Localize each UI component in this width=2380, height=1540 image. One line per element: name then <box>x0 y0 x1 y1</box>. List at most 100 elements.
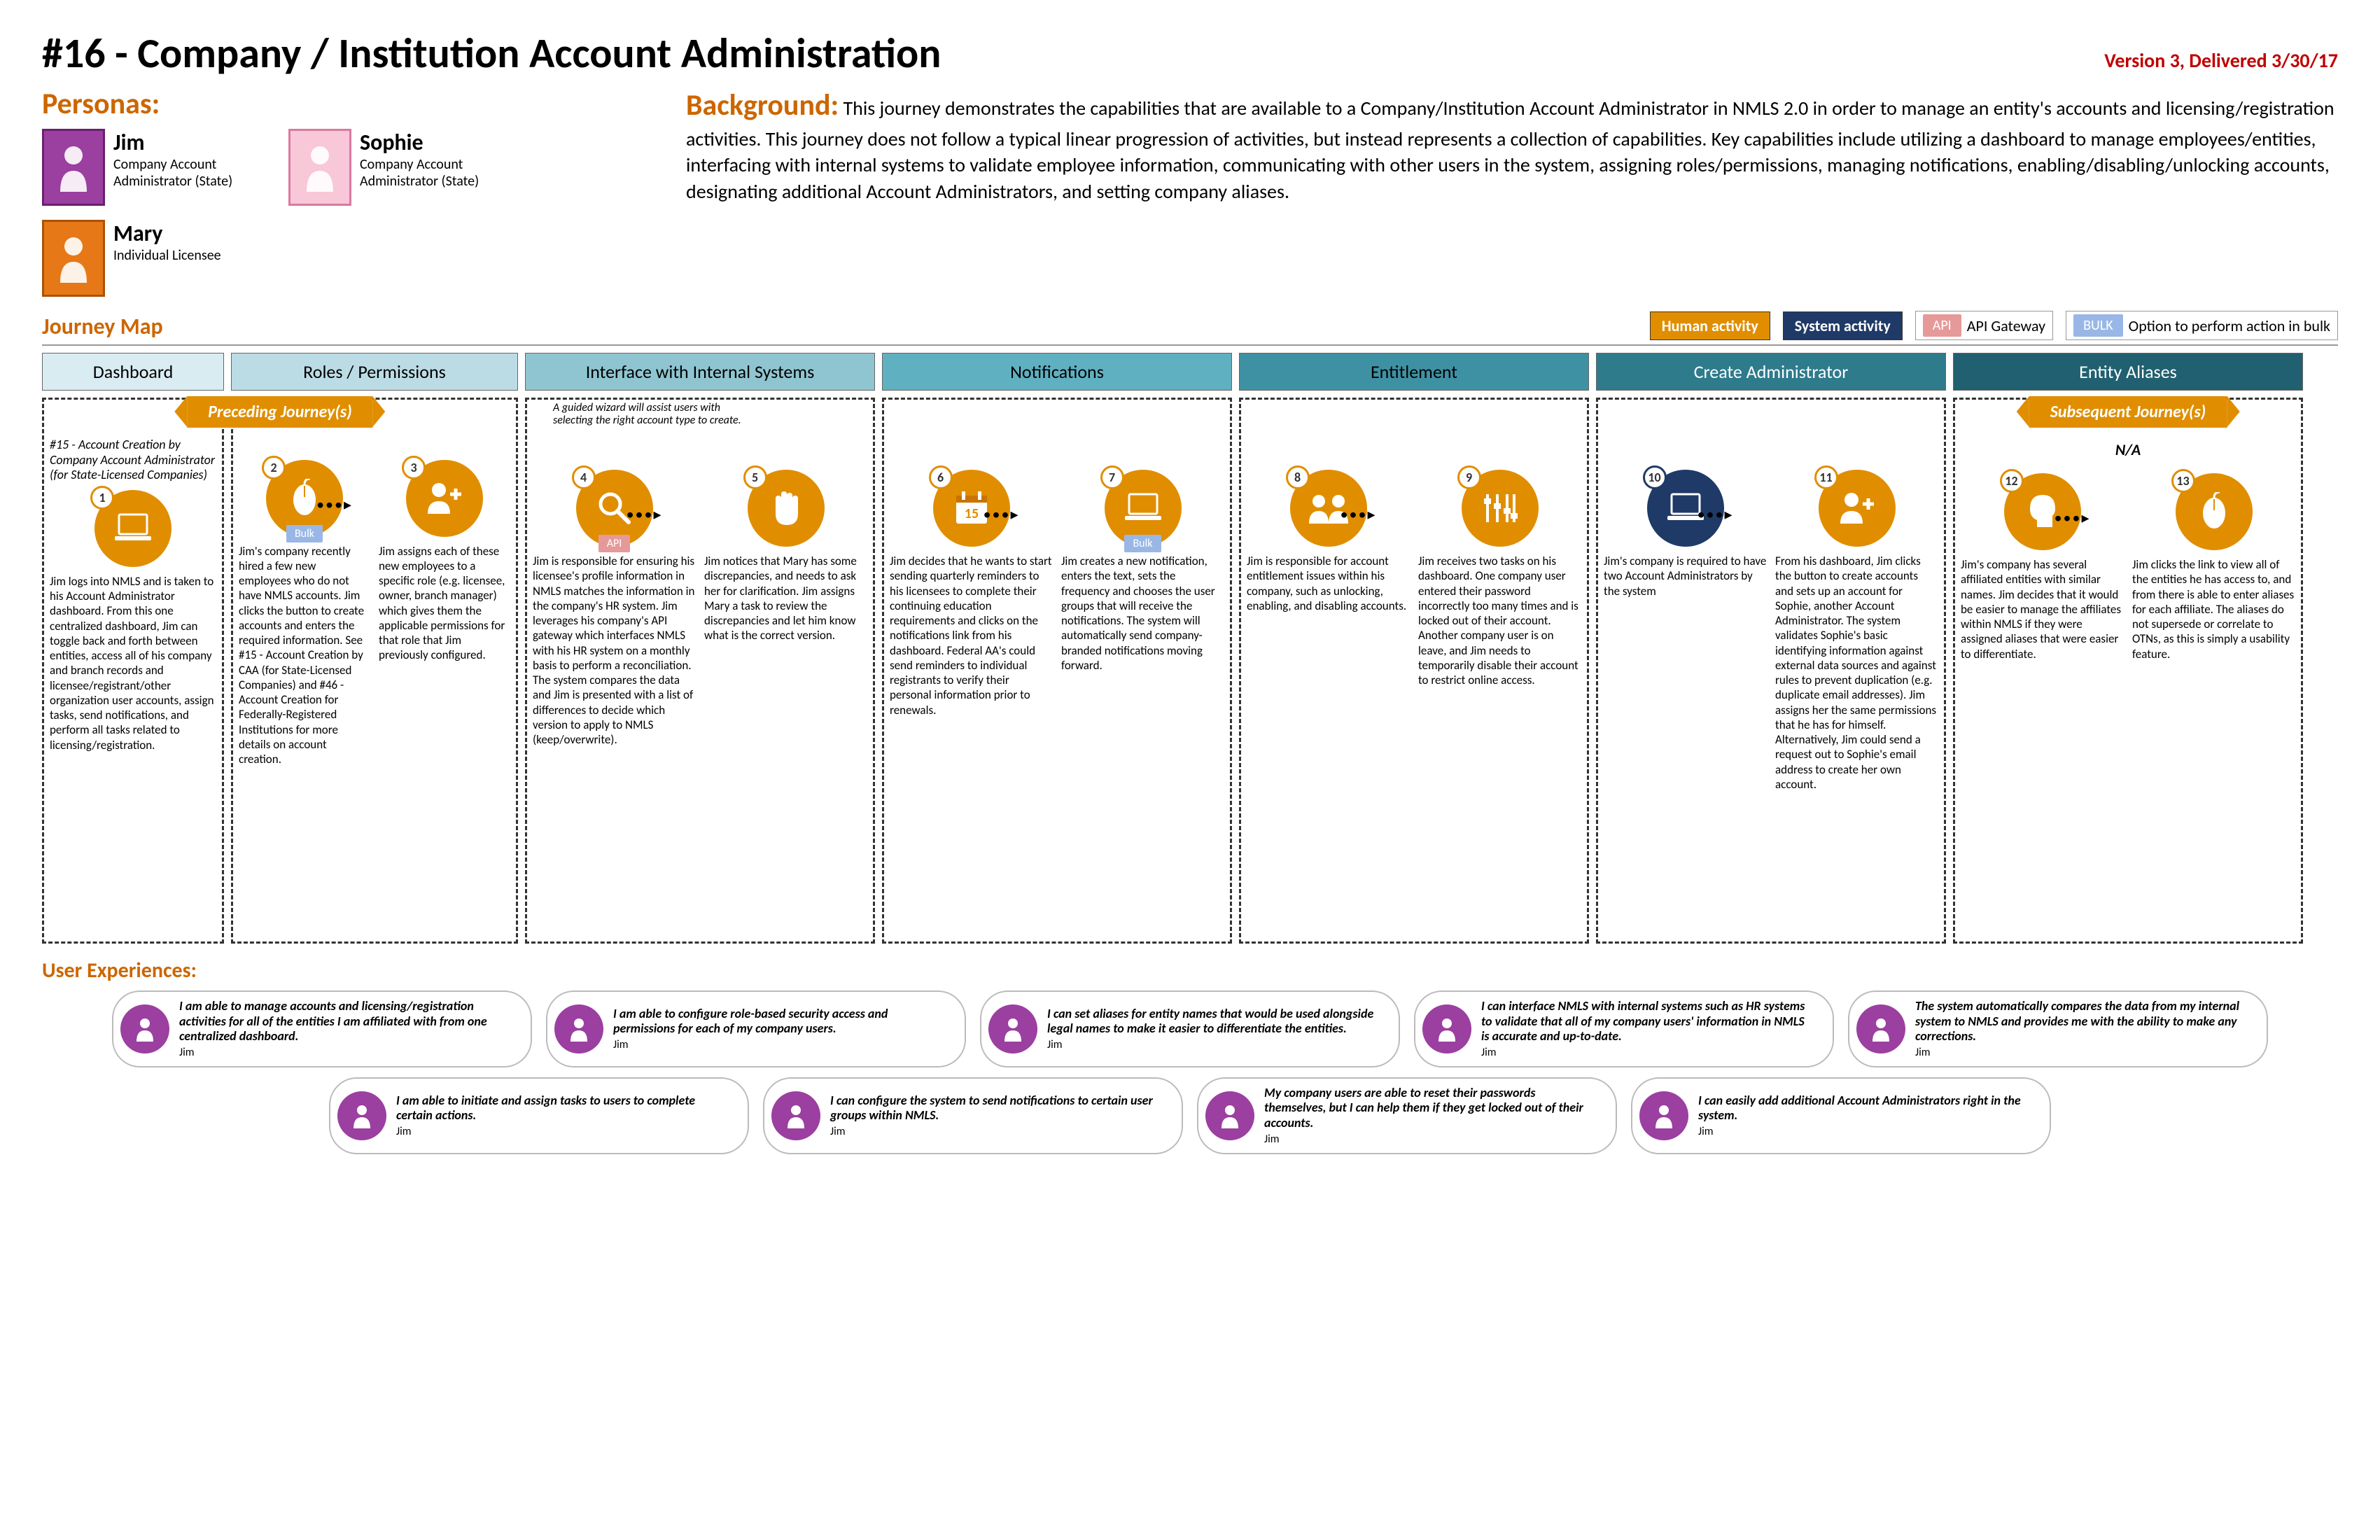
step-circle: 8 •••▸ <box>1290 470 1367 547</box>
step-text: Jim's company has several affiliated ent… <box>1961 557 2124 662</box>
ux-text: I am able to initiate and assign tasks t… <box>396 1093 729 1124</box>
step-badge: Bulk <box>286 525 323 542</box>
journey-step: 6 15 •••▸ Jim decides that he wants to s… <box>890 470 1053 718</box>
mouse-icon <box>2199 492 2230 531</box>
page-title: #16 - Company / Institution Account Admi… <box>42 28 941 79</box>
legend: Human activity System activity API API G… <box>1650 311 2338 340</box>
journey-step: 11 From his dashboard, Jim clicks the bu… <box>1775 470 1938 792</box>
step-circle: 3 <box>406 460 483 537</box>
column-header: Roles / Permissions <box>231 353 518 391</box>
step-text: From his dashboard, Jim clicks the butto… <box>1775 554 1938 792</box>
connector-dots: •••▸ <box>983 505 1020 524</box>
step-circle: 12 •••▸ <box>2004 473 2081 550</box>
step-circle: 4 API•••▸ <box>576 470 653 547</box>
journey-step: 4 API•••▸ Jim is responsible for ensurin… <box>533 470 696 747</box>
ux-heading: User Experiences: <box>42 958 2338 983</box>
persona: Jim Company Account Administrator (State… <box>42 129 267 206</box>
journey-step: 12 •••▸ Jim's company has several affili… <box>1961 473 2124 662</box>
persona: Sophie Company Account Administrator (St… <box>288 129 514 206</box>
step-text: Jim receives two tasks on his dashboard.… <box>1418 554 1581 687</box>
journey-step: 13 Jim clicks the link to view all of th… <box>2132 473 2295 662</box>
userplus-icon <box>1836 489 1878 528</box>
ux-bubble: I can configure the system to send notif… <box>763 1077 1183 1154</box>
persona-name: Sophie <box>360 129 514 156</box>
journey-step: 8 •••▸ Jim is responsible for account en… <box>1247 470 1410 613</box>
ux-text: My company users are able to reset their… <box>1264 1086 1597 1131</box>
personas-heading: Personas: <box>42 86 658 122</box>
laptop-icon <box>1122 491 1164 526</box>
step-text: Jim creates a new notification, enters t… <box>1061 554 1224 673</box>
step-circle: 10 •••▸ <box>1647 470 1724 547</box>
ux-persona-name: Jim <box>1915 1046 2248 1059</box>
column-header: Notifications <box>882 353 1232 391</box>
persona-role: Individual Licensee <box>113 247 221 264</box>
step-text: Jim clicks the link to view all of the e… <box>2132 557 2295 662</box>
ux-text: I am able to manage accounts and licensi… <box>179 999 512 1044</box>
ux-persona-name: Jim <box>1481 1046 1814 1059</box>
ux-persona-name: Jim <box>1047 1038 1380 1051</box>
connector-dots: •••▸ <box>2054 508 2091 527</box>
ux-persona-name: Jim <box>396 1125 729 1138</box>
step-number: 9 <box>1457 465 1481 489</box>
persona-name: Jim <box>113 129 267 156</box>
journey-step: 3 Jim assigns each of these new employee… <box>379 460 510 663</box>
ux-text: I can configure the system to send notif… <box>830 1093 1163 1124</box>
persona-avatar <box>42 220 105 297</box>
step-text: Jim's company recently hired a few new e… <box>239 544 370 767</box>
step-text: Jim is responsible for account entitleme… <box>1247 554 1410 613</box>
step-circle: 5 <box>748 470 825 547</box>
background-heading: Background: <box>686 88 839 123</box>
step-badge: Bulk <box>1124 535 1161 552</box>
step-number: 5 <box>743 465 767 489</box>
step-number: 12 <box>2000 469 2024 493</box>
ux-bubble: I am able to configure role-based securi… <box>546 990 966 1068</box>
ux-bubble: The system automatically compares the da… <box>1848 990 2268 1068</box>
journey-column: 2 Bulk•••▸ Jim's company recently hired … <box>231 398 518 944</box>
step-badge: API <box>598 535 631 552</box>
persona-avatar <box>288 129 351 206</box>
ux-text: I can set aliases for entity names that … <box>1047 1007 1380 1037</box>
preceding-banner: Preceding Journey(s) <box>187 396 372 428</box>
ux-avatar <box>120 1004 169 1054</box>
ux-persona-name: Jim <box>613 1038 946 1051</box>
persona-role: Company Account Administrator (State) <box>360 156 514 190</box>
ux-persona-name: Jim <box>1698 1125 2031 1138</box>
laptop-icon <box>112 511 154 546</box>
legend-bulk: BULK Option to perform action in bulk <box>2066 311 2338 340</box>
column-header: Interface with Internal Systems <box>525 353 875 391</box>
journey-step: 10 •••▸ Jim's company is required to hav… <box>1604 470 1767 598</box>
ux-persona-name: Jim <box>1264 1133 1597 1146</box>
journey-column: 6 15 •••▸ Jim decides that he wants to s… <box>882 398 1232 944</box>
step-circle: 1 <box>94 490 172 567</box>
ux-avatar <box>1205 1091 1254 1140</box>
subsequent-note: N/A <box>1961 440 2295 459</box>
sliders-icon <box>1480 490 1520 526</box>
ux-avatar <box>554 1004 603 1054</box>
journey-step: 2 Bulk•••▸ Jim's company recently hired … <box>239 460 370 767</box>
ux-avatar <box>1422 1004 1471 1054</box>
ux-bubble: My company users are able to reset their… <box>1197 1077 1617 1154</box>
step-text: Jim decides that he wants to start sendi… <box>890 554 1053 718</box>
persona: Mary Individual Licensee <box>42 220 221 297</box>
step-text: Jim is responsible for ensuring his lice… <box>533 554 696 747</box>
step-text: Jim's company is required to have two Ac… <box>1604 554 1767 598</box>
step-number: 13 <box>2171 469 2195 493</box>
step-number: 6 <box>929 465 953 489</box>
journey-column: 8 •••▸ Jim is responsible for account en… <box>1239 398 1589 944</box>
step-circle: 6 15 •••▸ <box>933 470 1010 547</box>
ux-avatar <box>1856 1004 1905 1054</box>
wizard-annotation: A guided wizard will assist users with s… <box>553 402 749 428</box>
step-number: 8 <box>1286 465 1310 489</box>
step-number: 3 <box>402 456 426 479</box>
ux-text: I can interface NMLS with internal syste… <box>1481 999 1814 1044</box>
column-header: Entity Aliases <box>1953 353 2303 391</box>
connector-dots: •••▸ <box>1340 505 1377 524</box>
journey-step: 5 Jim notices that Mary has some discrep… <box>704 470 867 643</box>
background-text: This journey demonstrates the capabiliti… <box>686 96 2334 204</box>
journey-column: 4 API•••▸ Jim is responsible for ensurin… <box>525 398 875 944</box>
mouse-icon <box>289 479 320 518</box>
ux-avatar <box>988 1004 1037 1054</box>
step-number: 11 <box>1814 465 1838 489</box>
column-header: Dashboard <box>42 353 224 391</box>
legend-human: Human activity <box>1650 312 1770 340</box>
